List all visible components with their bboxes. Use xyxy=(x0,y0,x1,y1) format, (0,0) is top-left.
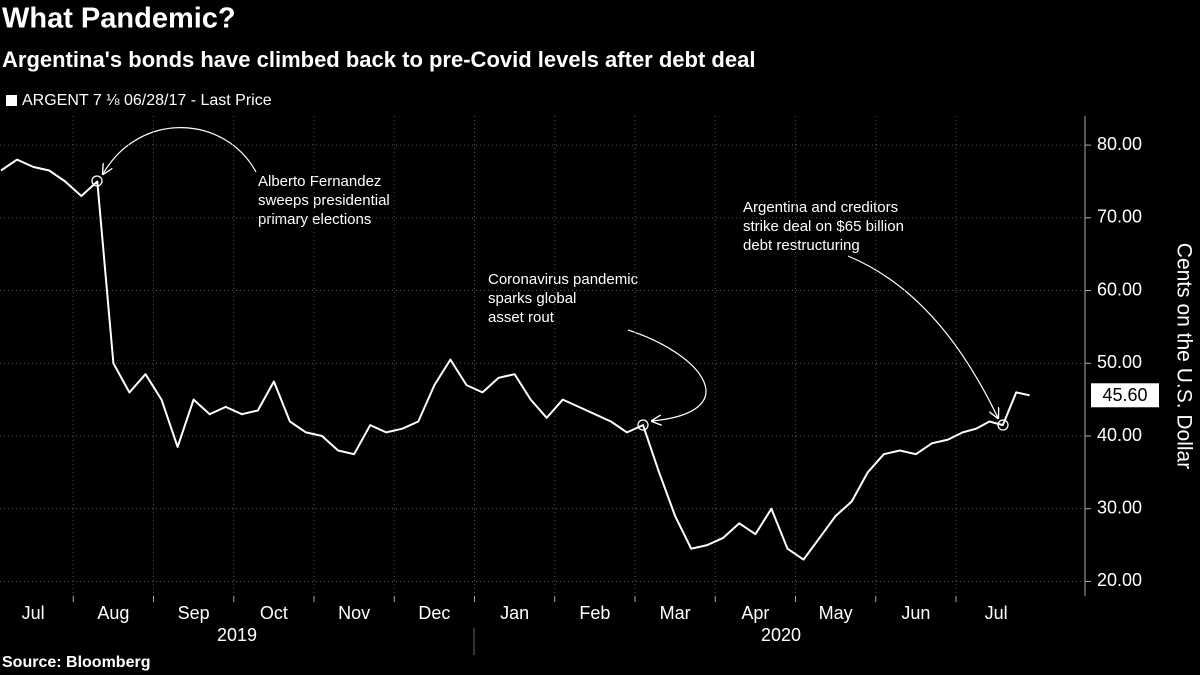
x-tick-label: Jun xyxy=(901,603,930,623)
annotation-circle xyxy=(91,175,103,187)
annotation-text: Alberto Fernandez xyxy=(258,173,381,190)
y-tick-label: 60.00 xyxy=(1097,279,1142,299)
annotation-text: sweeps presidential xyxy=(258,192,390,209)
annotation-text: Coronavirus pandemic xyxy=(488,271,639,288)
year-label: 2019 xyxy=(217,625,257,645)
x-tick-label: Oct xyxy=(260,603,288,623)
y-axis-label: Cents on the U.S. Dollar xyxy=(1172,243,1195,469)
annotations: Alberto Fernandez sweeps presidential pr… xyxy=(103,127,998,421)
annotation-circle xyxy=(637,419,649,431)
x-tick-label: Aug xyxy=(97,603,129,623)
annotation-arrow xyxy=(103,127,257,174)
annotation-text: sparks global xyxy=(488,290,576,307)
legend-swatch xyxy=(6,95,17,106)
x-tick-label: Jul xyxy=(985,603,1008,623)
annotation-text: debt restructuring xyxy=(743,237,860,254)
y-tick-label: 80.00 xyxy=(1097,134,1142,154)
chart-subtitle: Argentina's bonds have climbed back to p… xyxy=(2,47,755,72)
x-tick-label: Mar xyxy=(660,603,691,623)
legend-label: ARGENT 7 ⅛ 06/28/17 - Last Price xyxy=(22,92,272,109)
y-tick-label: 30.00 xyxy=(1097,497,1142,517)
x-tick-label: Jan xyxy=(500,603,529,623)
x-tick-label: May xyxy=(819,603,853,623)
y-tick-label: 70.00 xyxy=(1097,207,1142,227)
annotation-text: primary elections xyxy=(258,211,371,228)
x-tick-label: Dec xyxy=(418,603,450,623)
annotation-circle xyxy=(997,419,1009,431)
overlay xyxy=(91,175,1009,431)
plot: 20.00 30.00 40.00 50.00 60.00 70.00 80.00 Jul Au… xyxy=(0,116,1159,623)
y-tick-label: 40.00 xyxy=(1097,425,1142,445)
x-tick-label: Apr xyxy=(741,603,769,623)
x-tick-label: Sep xyxy=(178,603,210,623)
last-value-label: 45.60 xyxy=(1102,385,1147,405)
last-value-box xyxy=(1091,383,1159,408)
annotation-arrow xyxy=(627,329,707,421)
x-tick-label: Nov xyxy=(338,603,370,623)
annotation-text: Argentina and creditors xyxy=(743,199,898,216)
chart-title: What Pandemic? xyxy=(2,3,236,35)
y-tick-label: 50.00 xyxy=(1097,352,1142,372)
y-tick-label: 20.00 xyxy=(1097,570,1142,590)
annotation-text: asset rout xyxy=(488,309,555,326)
series-line xyxy=(0,158,1030,561)
x-tick-label: Feb xyxy=(579,603,610,623)
annotation-arrow xyxy=(847,255,998,418)
source: Source: Bloomberg xyxy=(2,654,150,671)
x-tick-label: Jul xyxy=(22,603,45,623)
annotation-text: strike deal on $65 billion xyxy=(743,218,904,235)
year-label: 2020 xyxy=(761,625,801,645)
